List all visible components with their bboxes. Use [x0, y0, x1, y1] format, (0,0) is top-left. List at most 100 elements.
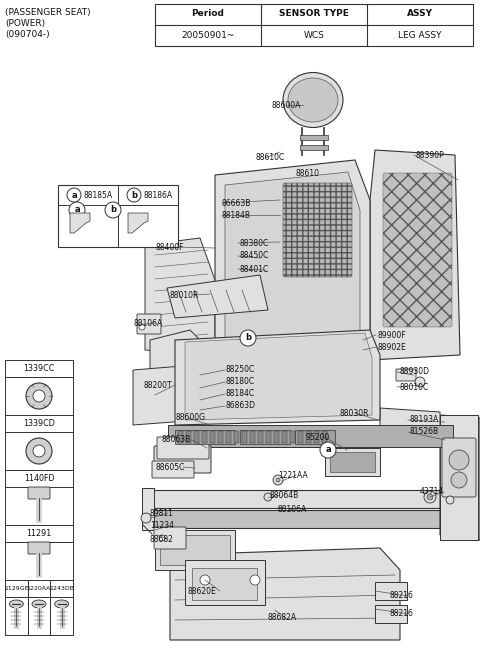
Circle shape: [26, 438, 52, 464]
Text: Period: Period: [192, 9, 225, 19]
Ellipse shape: [288, 78, 338, 122]
Polygon shape: [175, 330, 380, 425]
FancyBboxPatch shape: [152, 461, 194, 478]
Text: 88216: 88216: [390, 592, 414, 600]
Ellipse shape: [55, 600, 69, 608]
Bar: [5, 377, 73, 415]
Text: 88106A: 88106A: [278, 505, 307, 515]
Text: 81526B: 81526B: [410, 428, 439, 436]
Text: (PASSENGER SEAT): (PASSENGER SEAT): [5, 8, 91, 17]
Bar: [175, 430, 235, 444]
Bar: [325, 448, 380, 476]
Circle shape: [33, 445, 45, 457]
Text: b: b: [131, 191, 137, 199]
Bar: [5, 415, 73, 432]
Bar: [192, 568, 257, 600]
Bar: [58, 185, 178, 247]
Bar: [300, 135, 328, 140]
Polygon shape: [215, 160, 370, 355]
Text: 88010R: 88010R: [170, 291, 199, 299]
Text: 89900F: 89900F: [378, 331, 407, 339]
Bar: [186, 431, 191, 443]
Bar: [258, 431, 263, 443]
Polygon shape: [370, 150, 460, 360]
Bar: [5, 360, 73, 377]
Polygon shape: [440, 415, 480, 540]
FancyBboxPatch shape: [442, 438, 476, 497]
Text: 86663B: 86663B: [222, 199, 252, 207]
Text: 89811: 89811: [150, 509, 174, 517]
Circle shape: [264, 493, 272, 501]
FancyBboxPatch shape: [154, 527, 186, 549]
Bar: [375, 582, 407, 600]
Text: 1243DB: 1243DB: [49, 586, 74, 591]
FancyBboxPatch shape: [28, 487, 50, 499]
Text: 95200: 95200: [305, 432, 329, 442]
Text: 88184C: 88184C: [225, 390, 254, 398]
Bar: [375, 605, 407, 623]
Text: 1221AA: 1221AA: [278, 471, 308, 479]
Bar: [148, 510, 453, 528]
Bar: [330, 452, 375, 472]
Bar: [185, 560, 265, 605]
FancyBboxPatch shape: [154, 446, 211, 473]
Circle shape: [427, 494, 433, 500]
Text: 88064B: 88064B: [270, 491, 299, 499]
Bar: [5, 432, 73, 470]
Bar: [5, 542, 73, 580]
Text: 43714: 43714: [420, 487, 444, 497]
Bar: [314, 431, 319, 443]
Circle shape: [69, 202, 85, 218]
Polygon shape: [185, 333, 372, 420]
Text: LEG ASSY: LEG ASSY: [398, 31, 442, 39]
Bar: [28, 597, 50, 635]
Ellipse shape: [283, 72, 343, 127]
Bar: [298, 431, 303, 443]
Bar: [234, 431, 239, 443]
Text: SENSOR TYPE: SENSOR TYPE: [279, 9, 349, 19]
Ellipse shape: [9, 600, 24, 608]
Text: 88063B: 88063B: [162, 436, 191, 444]
Text: (090704-): (090704-): [5, 30, 49, 39]
Bar: [282, 431, 287, 443]
Bar: [148, 490, 453, 508]
Polygon shape: [150, 330, 210, 405]
Circle shape: [320, 442, 336, 458]
Text: 88620E: 88620E: [188, 586, 217, 596]
Text: 1220AA: 1220AA: [27, 586, 51, 591]
Polygon shape: [145, 238, 215, 355]
Bar: [218, 431, 223, 443]
Circle shape: [26, 383, 52, 409]
Bar: [160, 535, 230, 565]
Circle shape: [449, 450, 469, 470]
Ellipse shape: [32, 600, 46, 608]
Bar: [155, 530, 235, 570]
Text: a: a: [74, 205, 80, 214]
Bar: [50, 580, 73, 597]
Text: (POWER): (POWER): [5, 19, 45, 28]
Text: b: b: [110, 205, 116, 214]
Text: 88250C: 88250C: [225, 365, 254, 374]
FancyBboxPatch shape: [383, 173, 452, 327]
Bar: [274, 431, 279, 443]
Bar: [50, 597, 73, 635]
Polygon shape: [70, 213, 90, 233]
Text: 88605C: 88605C: [155, 463, 184, 471]
Circle shape: [159, 535, 165, 541]
Bar: [28, 580, 50, 597]
Bar: [242, 431, 247, 443]
Circle shape: [67, 188, 81, 202]
Text: 88030R: 88030R: [340, 408, 370, 418]
Text: 88186A: 88186A: [144, 191, 173, 199]
Bar: [322, 431, 327, 443]
FancyBboxPatch shape: [28, 542, 50, 554]
Circle shape: [139, 324, 145, 330]
Bar: [5, 580, 28, 597]
FancyBboxPatch shape: [396, 369, 416, 381]
Bar: [250, 431, 255, 443]
Bar: [295, 430, 335, 444]
Text: 88184B: 88184B: [222, 210, 251, 220]
Text: 88180C: 88180C: [225, 378, 254, 386]
Bar: [142, 488, 154, 530]
Text: WCS: WCS: [303, 31, 324, 39]
